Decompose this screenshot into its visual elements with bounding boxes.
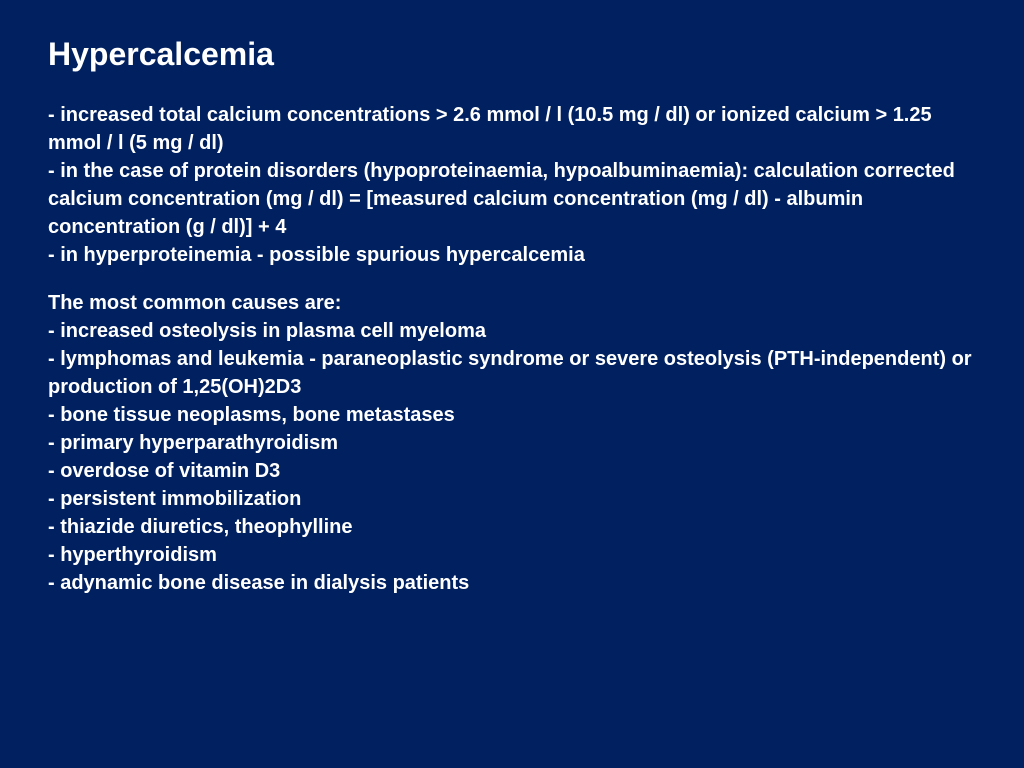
cause-item: - bone tissue neoplasms, bone metastases <box>48 401 976 429</box>
cause-item: - persistent immobilization <box>48 485 976 513</box>
definition-line: - increased total calcium concentrations… <box>48 101 976 157</box>
cause-item: - thiazide diuretics, theophylline <box>48 513 976 541</box>
definition-line: - in hyperproteinemia - possible spuriou… <box>48 241 976 269</box>
causes-block: The most common causes are: - increased … <box>48 289 976 597</box>
cause-item: - hyperthyroidism <box>48 541 976 569</box>
cause-item: - overdose of vitamin D3 <box>48 457 976 485</box>
cause-item: - adynamic bone disease in dialysis pati… <box>48 569 976 597</box>
causes-heading: The most common causes are: <box>48 289 976 317</box>
cause-item: - lymphomas and leukemia - paraneoplasti… <box>48 345 976 401</box>
cause-item: - increased osteolysis in plasma cell my… <box>48 317 976 345</box>
cause-item: - primary hyperparathyroidism <box>48 429 976 457</box>
definition-line: - in the case of protein disorders (hypo… <box>48 157 976 241</box>
slide-title: Hypercalcemia <box>48 36 976 73</box>
definition-block: - increased total calcium concentrations… <box>48 101 976 269</box>
